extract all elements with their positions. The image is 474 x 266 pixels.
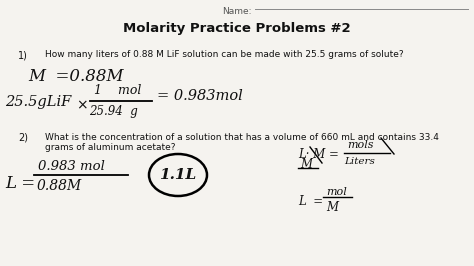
Text: M  =0.88M: M =0.88M	[28, 68, 124, 85]
Text: ×: ×	[76, 98, 88, 112]
Text: L =: L =	[5, 175, 35, 192]
Text: 1.1L: 1.1L	[159, 168, 197, 182]
Text: grams of aluminum acetate?: grams of aluminum acetate?	[45, 143, 175, 152]
Text: 25.5gLiF: 25.5gLiF	[5, 95, 71, 109]
Text: mol: mol	[326, 187, 347, 197]
Text: How many liters of 0.88 M LiF solution can be made with 25.5 grams of solute?: How many liters of 0.88 M LiF solution c…	[45, 50, 404, 59]
Text: M: M	[326, 201, 338, 214]
Text: 0.983 mol: 0.983 mol	[38, 160, 105, 173]
Text: = 0.983mol: = 0.983mol	[157, 89, 243, 103]
Text: Liters: Liters	[344, 157, 375, 166]
Text: 25.94  g: 25.94 g	[89, 105, 138, 118]
Text: L  =: L =	[298, 195, 323, 208]
Text: Name:: Name:	[222, 7, 252, 16]
Text: What is the concentration of a solution that has a volume of 660 mL and contains: What is the concentration of a solution …	[45, 133, 439, 142]
Text: 0.88M: 0.88M	[37, 179, 82, 193]
Text: 1    mol: 1 mol	[94, 84, 141, 97]
Text: 2): 2)	[18, 133, 28, 143]
Text: L· M =: L· M =	[298, 148, 339, 161]
Text: Molarity Practice Problems #2: Molarity Practice Problems #2	[123, 22, 351, 35]
Text: M: M	[300, 158, 312, 171]
Text: mols: mols	[347, 140, 374, 150]
Text: 1): 1)	[18, 50, 28, 60]
